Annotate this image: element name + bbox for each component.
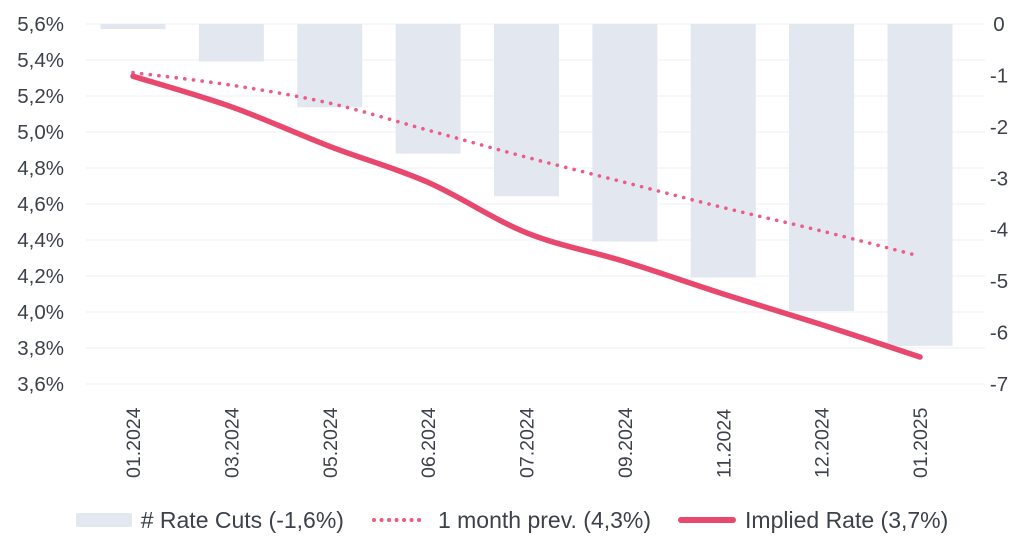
right-axis-tick: -3 (990, 167, 1008, 190)
x-axis-tick: 03.2024 (221, 407, 243, 478)
rate-cuts-bar (592, 24, 658, 242)
left-axis-tick: 4,0% (17, 301, 64, 324)
x-axis-tick: 01.2024 (123, 407, 145, 478)
implied-line-swatch (678, 517, 737, 523)
x-axis-tick: 09.2024 (615, 407, 637, 478)
legend-label-implied: Implied Rate (3,7%) (745, 506, 949, 533)
right-axis-tick: -1 (990, 64, 1008, 87)
right-axis-tick: -7 (990, 373, 1008, 396)
x-axis-tick: 06.2024 (418, 407, 440, 478)
right-axis-tick: -6 (990, 322, 1008, 345)
x-axis-tick: 05.2024 (320, 407, 342, 478)
rate-cuts-bar (100, 24, 166, 30)
rate-cuts-bar-swatch (75, 513, 132, 527)
rate-cuts-bar (690, 24, 756, 278)
implied-rate-line (130, 73, 923, 360)
left-axis-tick: 4,8% (17, 157, 64, 180)
left-axis-tick: 5,4% (17, 49, 64, 72)
right-axis-tick: 0 (993, 13, 1004, 36)
right-axis-tick: -5 (990, 270, 1008, 293)
left-axis-tick: 4,4% (17, 229, 64, 252)
rate-cuts-bar (198, 24, 264, 62)
left-axis-tick: 3,8% (17, 337, 64, 360)
rate-cuts-bar (297, 24, 363, 108)
rate-cuts-bar (789, 24, 855, 311)
x-axis-tick: 11.2024 (713, 409, 735, 478)
left-axis-tick: 5,2% (17, 85, 64, 108)
left-axis-tick: 4,2% (17, 265, 64, 288)
legend-label-prev: 1 month prev. (4,3%) (437, 506, 652, 533)
chart-legend: # Rate Cuts (-1,6%) 1 month prev. (4,3%)… (0, 496, 1024, 544)
rate-cuts-bar (494, 24, 559, 197)
legend-item-prev[interactable]: 1 month prev. (4,3%) (371, 507, 651, 534)
x-axis-tick: 01.2025 (910, 407, 932, 478)
right-axis-tick: -4 (990, 219, 1008, 242)
left-axis-tick: 5,6% (17, 13, 64, 36)
left-axis-tick: 5,0% (17, 121, 64, 144)
right-axis-labels: 0 -1 -2 -3 -4 -5 -6 -7 (990, 13, 1008, 396)
legend-item-implied[interactable]: Implied Rate (3,7%) (678, 507, 948, 534)
right-axis-tick: -2 (990, 116, 1008, 139)
left-axis-labels: 5,6% 5,4% 5,2% 5,0% 4,8% 4,6% 4,4% 4,2% 4,0% 3,8%… (17, 13, 64, 396)
left-axis-tick: 3,6% (17, 373, 64, 396)
rate-cuts-bars (100, 24, 953, 346)
prev-month-dotted-line (131, 70, 922, 258)
legend-item-rate-cuts[interactable]: # Rate Cuts (-1,6%) (75, 506, 344, 534)
prev-dotted-line-swatch (371, 518, 428, 522)
legend-label-rate-cuts: # Rate Cuts (-1,6%) (140, 506, 344, 533)
rate-cuts-bar (887, 24, 953, 346)
x-axis-tick: 12.2024 (812, 407, 834, 478)
rate-cuts-bar (395, 24, 461, 154)
rate-cuts-chart: 5,6% 5,4% 5,2% 5,0% 4,8% 4,6% 4,4% 4,2% 4,0% 3,8%… (17, 13, 1008, 478)
x-axis-labels: 01.2024 03.2024 05.2024 06.2024 07.2024 09.20… (123, 407, 932, 478)
left-axis-tick: 4,6% (17, 193, 64, 216)
x-axis-tick: 07.2024 (517, 407, 539, 478)
